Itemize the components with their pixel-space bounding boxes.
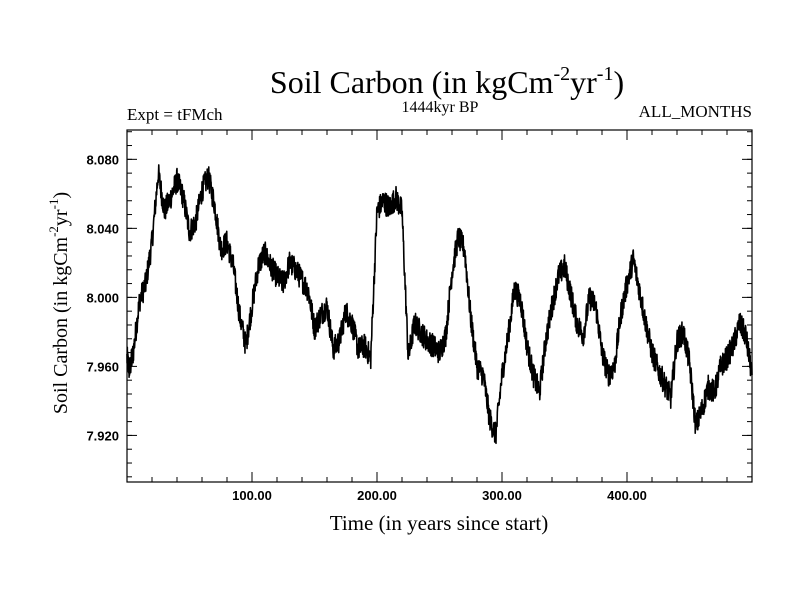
y-axis-label-sup1: -2 bbox=[46, 226, 61, 237]
series-group bbox=[126, 164, 753, 445]
chart-title-mid: yr bbox=[570, 64, 597, 100]
x-axis-label: Time (in years since start) bbox=[330, 511, 549, 535]
y-tick-label: 7.960 bbox=[86, 359, 119, 374]
soil-carbon-series-line bbox=[126, 164, 753, 445]
y-axis-label: Soil Carbon (in kgCm-2yr-1) bbox=[46, 192, 72, 414]
chart-title-main: Soil Carbon (in kgCm bbox=[270, 64, 554, 100]
chart-title-sup1: -2 bbox=[553, 63, 570, 85]
y-tick-label: 8.080 bbox=[86, 152, 119, 167]
x-tick-label: 400.00 bbox=[607, 488, 647, 503]
chart-title-sup2: -1 bbox=[597, 63, 614, 85]
chart-title: Soil Carbon (in kgCm-2yr-1) bbox=[270, 63, 624, 100]
y-axis-label-end: ) bbox=[50, 192, 72, 199]
plot-frame bbox=[126, 129, 753, 483]
y-tick-label: 8.000 bbox=[86, 290, 119, 305]
y-axis-label-main: Soil Carbon (in kgCm bbox=[50, 236, 72, 414]
months-label: ALL_MONTHS bbox=[639, 102, 752, 121]
y-tick-label: 8.040 bbox=[86, 221, 119, 236]
experiment-label: Expt = tFMch bbox=[127, 105, 223, 124]
y-tick-label: 7.920 bbox=[86, 428, 119, 443]
period-label: 1444kyr BP bbox=[402, 99, 479, 116]
tick-labels: 100.00 200.00 300.00 400.00 7.920 7.960 8.000 8… bbox=[86, 152, 646, 503]
axis-ticks bbox=[127, 130, 752, 482]
x-tick-label: 100.00 bbox=[232, 488, 272, 503]
y-axis-label-sup2: -1 bbox=[46, 199, 61, 210]
x-tick-label: 300.00 bbox=[482, 488, 522, 503]
chart-title-end: ) bbox=[613, 64, 624, 100]
y-axis-label-mid: yr bbox=[50, 209, 72, 226]
x-tick-label: 200.00 bbox=[357, 488, 397, 503]
